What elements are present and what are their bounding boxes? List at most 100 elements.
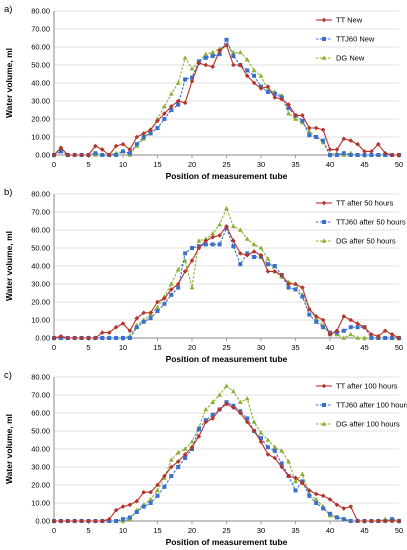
data-point (320, 127, 326, 133)
data-point (175, 459, 181, 464)
y-tick-label: 10.00 (31, 499, 50, 508)
legend-swatch-marker (322, 220, 326, 224)
data-point (100, 336, 105, 340)
y-tick-label: 40.00 (31, 262, 50, 271)
data-point (155, 126, 160, 130)
x-axis-title: Position of measurement tube (166, 354, 288, 364)
data-point (72, 335, 77, 341)
data-point (169, 464, 174, 470)
data-point (134, 134, 140, 140)
data-point (224, 205, 229, 211)
data-point (224, 42, 229, 48)
data-point (93, 518, 98, 524)
data-point (272, 264, 277, 268)
data-point (389, 152, 395, 158)
y-tick-label: 80.00 (31, 373, 50, 382)
data-point (300, 471, 305, 476)
data-point (79, 152, 84, 158)
data-point (348, 331, 354, 337)
data-point (300, 285, 305, 290)
data-point (251, 80, 257, 86)
data-point (300, 480, 305, 486)
data-point (286, 459, 291, 464)
data-point (327, 147, 333, 152)
data-point (376, 333, 381, 339)
x-tick-label: 5 (86, 343, 90, 352)
data-point (341, 335, 347, 340)
data-point (182, 55, 188, 60)
data-point (244, 252, 250, 258)
data-point (334, 502, 340, 508)
data-point (348, 504, 353, 509)
data-point (114, 336, 119, 340)
data-point (231, 388, 236, 394)
data-point (113, 143, 119, 149)
data-point (127, 328, 133, 334)
data-point (265, 269, 271, 274)
data-point (210, 234, 215, 240)
data-point (182, 100, 188, 106)
data-point (251, 419, 257, 424)
data-point (314, 135, 319, 139)
y-tick-label: 10.00 (31, 316, 50, 325)
data-point (196, 238, 202, 243)
data-point (65, 335, 71, 341)
data-point (265, 84, 271, 89)
data-point (113, 507, 119, 513)
data-point (348, 138, 353, 143)
data-point (376, 518, 381, 524)
y-tick-label: 30.00 (31, 97, 50, 106)
x-tick-label: 15 (153, 526, 161, 535)
data-point (114, 519, 119, 523)
data-point (320, 493, 326, 499)
data-point (65, 518, 71, 524)
data-point (121, 149, 125, 154)
data-point (369, 336, 374, 340)
data-point (321, 506, 326, 511)
data-point (293, 478, 298, 484)
x-tick-label: 10 (119, 343, 127, 352)
y-tick-label: 10.00 (31, 133, 50, 142)
x-tick-label: 50 (395, 526, 403, 535)
y-tick-label: 20.00 (31, 481, 50, 490)
data-point (176, 285, 181, 290)
data-point (51, 335, 57, 341)
data-point (341, 506, 347, 511)
data-point (327, 332, 333, 337)
data-point (51, 518, 57, 524)
data-point (121, 517, 125, 522)
data-point (168, 91, 174, 96)
y-tick-label: 30.00 (31, 280, 50, 289)
y-tick-label: 70.00 (31, 25, 50, 34)
data-point (369, 149, 374, 154)
legend-label: TTJ60 after 100 hours (336, 401, 407, 410)
data-point (134, 142, 139, 147)
data-point (106, 152, 112, 158)
data-point (376, 153, 381, 157)
data-point (114, 153, 119, 157)
y-tick-label: 20.00 (31, 298, 50, 307)
data-point (217, 48, 222, 53)
data-point (120, 504, 126, 509)
data-point (286, 473, 291, 479)
data-point (252, 255, 257, 259)
y-tick-label: 60.00 (31, 226, 50, 235)
x-tick-label: 25 (222, 526, 230, 535)
x-tick-label: 0 (52, 343, 56, 352)
data-point (272, 91, 277, 96)
series-tt (51, 224, 402, 341)
data-point (217, 392, 222, 397)
data-point (162, 301, 167, 306)
data-point (231, 223, 236, 229)
data-point (155, 493, 160, 498)
data-point (272, 269, 278, 274)
data-point (100, 518, 105, 524)
data-point (259, 436, 263, 441)
data-point (258, 86, 264, 91)
data-point (210, 54, 215, 58)
panel-label: c) (4, 370, 12, 381)
data-point (383, 336, 388, 340)
data-point (203, 62, 209, 68)
data-point (93, 143, 98, 149)
data-point (382, 328, 388, 334)
